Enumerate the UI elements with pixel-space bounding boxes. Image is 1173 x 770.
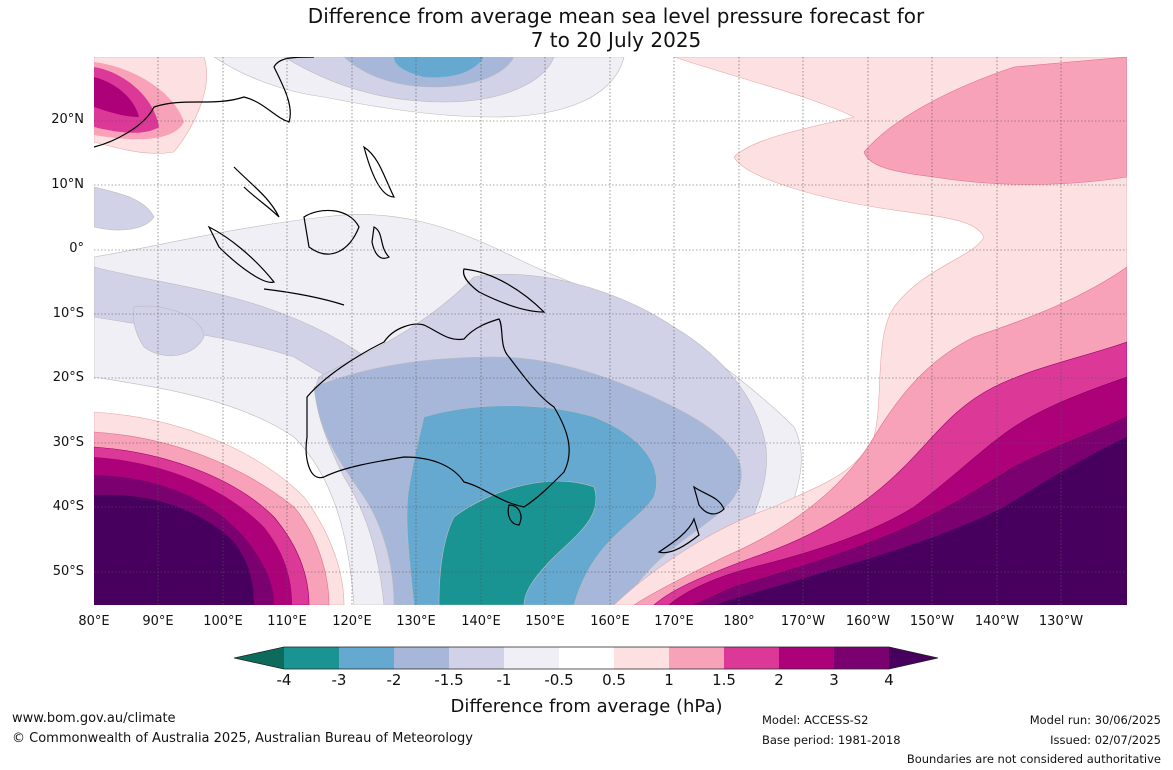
lon-label-170w: 170°W	[780, 614, 826, 629]
contour-plus-4	[714, 437, 1127, 605]
lat-label-30s: 30°S	[52, 435, 84, 450]
map-canvas	[94, 57, 1127, 605]
colorbar-bin-minus-0.5-to-0.5	[559, 647, 614, 669]
lat-label-40s: 40°S	[52, 499, 84, 514]
contour-minus-3	[438, 480, 597, 605]
footer-copyright: © Commonwealth of Australia 2025, Austra…	[12, 731, 473, 746]
colorbar-bin-minus-3-to-minus-2	[339, 647, 394, 669]
title-line-2: 7 to 20 July 2025	[530, 28, 702, 52]
tasmania-coastline	[507, 504, 522, 526]
colorbar-tick-minus-3: -3	[331, 671, 347, 689]
footer-base-period: Base period: 1981-2018	[762, 733, 901, 747]
lon-label-130w: 130°W	[1038, 614, 1084, 629]
lon-label-110e: 110°E	[267, 614, 307, 629]
colorbar-bin-minus-1.5-to-minus-1	[449, 647, 504, 669]
colorbar-tick-2: 2	[774, 671, 784, 689]
new-zealand-south-coastline	[657, 517, 700, 554]
footer-website: www.bom.gov.au/climate	[12, 711, 176, 726]
title-line-1: Difference from average mean sea level p…	[307, 4, 925, 28]
colorbar-tick-minus-4: -4	[276, 671, 292, 689]
colorbar-title: Difference from average (hPa)	[450, 696, 723, 717]
colorbar	[234, 646, 938, 670]
lon-label-140e: 140°E	[461, 614, 501, 629]
colorbar-tick-4: 4	[884, 671, 894, 689]
colorbar-tick-3: 3	[829, 671, 839, 689]
philippines-coastline	[363, 145, 395, 198]
new-zealand-north-coastline	[692, 485, 725, 515]
colorbar-bin-0.5-to-1	[614, 647, 669, 669]
chart-title: Difference from average mean sea level p…	[0, 4, 1173, 52]
contour-minus-1-small	[133, 305, 205, 356]
pressure-anomaly-map	[94, 57, 1127, 605]
colorbar-tick-minus-2: -2	[386, 671, 402, 689]
footer-disclaimer: Boundaries are not considered authoritat…	[906, 752, 1161, 766]
colorbar-tick-minus-1: -1	[496, 671, 512, 689]
lat-label-50s: 50°S	[52, 564, 84, 579]
lon-label-170e: 170°E	[654, 614, 694, 629]
colorbar-bin-2-to-3	[779, 647, 834, 669]
lon-label-150e: 150°E	[525, 614, 565, 629]
footer-model: Model: ACCESS-S2	[762, 713, 869, 727]
lat-label-0: 0°	[69, 241, 84, 256]
asia-mainland-coastline	[94, 57, 315, 218]
colorbar-outline	[234, 646, 938, 670]
colorbar-bin-minus-1-to-minus-0.5	[504, 647, 559, 669]
contour-north-minus-2	[394, 57, 484, 78]
sumatra-coastline	[207, 225, 276, 283]
footer-issued: Issued: 02/07/2025	[1050, 733, 1161, 747]
lat-label-20s: 20°S	[52, 370, 84, 385]
colorbar-tick-minus-1.5: -1.5	[434, 671, 464, 689]
lon-label-160w: 160°W	[845, 614, 891, 629]
java-coastline	[263, 288, 345, 306]
colorbar-bin-1-to-1.5	[669, 647, 724, 669]
sulawesi-coastline	[371, 226, 391, 259]
colorbar-tick-minus-0.5: -0.5	[544, 671, 574, 689]
australia-coastline	[305, 318, 570, 508]
colorbar-tick-0.5: 0.5	[602, 671, 626, 689]
new-guinea-coastline	[462, 268, 546, 313]
colorbar-bin-minus-4-to-minus-3	[284, 647, 339, 669]
lat-label-10s: 10°S	[52, 306, 84, 321]
footer-model-run: Model run: 30/06/2025	[1029, 713, 1161, 727]
lon-label-80e: 80°E	[78, 614, 110, 629]
coastlines	[94, 57, 725, 554]
colorbar-bin-1.5-to-2	[724, 647, 779, 669]
lon-label-120e: 120°E	[332, 614, 372, 629]
colorbar-tick-1: 1	[664, 671, 674, 689]
colorbar-tick-1.5: 1.5	[712, 671, 736, 689]
lon-label-90e: 90°E	[142, 614, 174, 629]
lon-label-130e: 130°E	[396, 614, 436, 629]
lon-label-180: 180°	[723, 614, 755, 629]
lon-label-160e: 160°E	[590, 614, 630, 629]
contour-plus-4-sw	[94, 494, 254, 605]
lon-label-140w: 140°W	[974, 614, 1020, 629]
lat-label-20n: 20°N	[51, 112, 84, 127]
graticule	[94, 57, 1127, 605]
borneo-coastline	[303, 209, 360, 255]
lon-label-100e: 100°E	[203, 614, 243, 629]
colorbar-bin-minus-2-to-minus-1.5	[394, 647, 449, 669]
lat-label-10n: 10°N	[51, 177, 84, 192]
colorbar-arrow-high	[889, 647, 938, 669]
lon-label-150w: 150°W	[909, 614, 955, 629]
contour-west-minus-1-patch	[94, 186, 155, 231]
colorbar-arrow-low	[234, 647, 284, 669]
contour-plus-3-nw	[94, 77, 139, 117]
colorbar-bin-3-to-4	[834, 647, 889, 669]
